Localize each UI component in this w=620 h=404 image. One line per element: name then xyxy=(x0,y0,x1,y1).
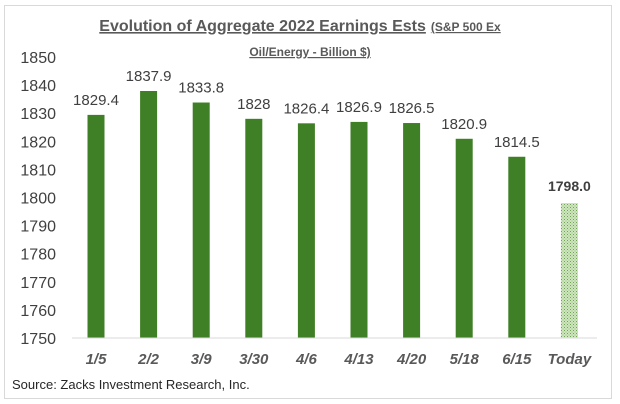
bar xyxy=(508,156,526,338)
y-tick-label: 1850 xyxy=(20,50,56,67)
x-tick-label: Today xyxy=(548,351,592,368)
bar xyxy=(140,91,158,338)
x-tick-label: 3/30 xyxy=(239,351,269,368)
y-tick-label: 1800 xyxy=(20,191,56,208)
bar xyxy=(87,114,105,338)
bar xyxy=(245,118,263,338)
source-note: Source: Zacks Investment Research, Inc. xyxy=(12,377,250,392)
y-tick-label: 1750 xyxy=(20,331,56,348)
x-tick-label: 3/9 xyxy=(191,351,213,368)
y-tick-label: 1830 xyxy=(20,106,56,123)
data-label: 1814.5 xyxy=(494,134,540,151)
x-tick-label: 2/2 xyxy=(137,351,160,368)
y-tick-label: 1790 xyxy=(20,219,56,236)
bar xyxy=(192,102,210,338)
bar xyxy=(403,123,421,338)
data-label: 1826.5 xyxy=(389,100,435,117)
bar xyxy=(350,121,368,338)
data-label: 1837.9 xyxy=(126,68,172,85)
y-tick-label: 1820 xyxy=(20,134,56,151)
data-label: 1833.8 xyxy=(178,80,224,97)
x-tick-label: 5/18 xyxy=(450,351,480,368)
y-tick-label: 1770 xyxy=(20,275,56,292)
y-tick-label: 1810 xyxy=(20,162,56,179)
data-label: 1826.4 xyxy=(283,100,329,117)
y-tick-label: 1780 xyxy=(20,247,56,264)
x-tick-label: 4/13 xyxy=(343,351,374,368)
bar-today xyxy=(560,203,578,338)
x-tick-label: 4/20 xyxy=(396,351,427,368)
bar xyxy=(297,123,315,338)
chart-title-line2: Oil/Energy - Billion $) xyxy=(249,45,370,59)
data-label: 1820.9 xyxy=(441,116,487,133)
chart-title: Evolution of Aggregate 2022 Earnings Est… xyxy=(99,18,501,35)
data-label: 1798.0 xyxy=(548,178,591,194)
x-tick-label: 6/15 xyxy=(502,351,532,368)
bar xyxy=(455,138,473,338)
data-label: 1828 xyxy=(237,96,270,113)
x-tick-label: 4/6 xyxy=(295,351,318,368)
y-tick-label: 1760 xyxy=(20,303,56,320)
y-tick-label: 1840 xyxy=(20,78,56,95)
x-tick-label: 1/5 xyxy=(86,351,108,368)
data-label: 1826.9 xyxy=(336,99,382,116)
data-label: 1829.4 xyxy=(73,92,119,109)
